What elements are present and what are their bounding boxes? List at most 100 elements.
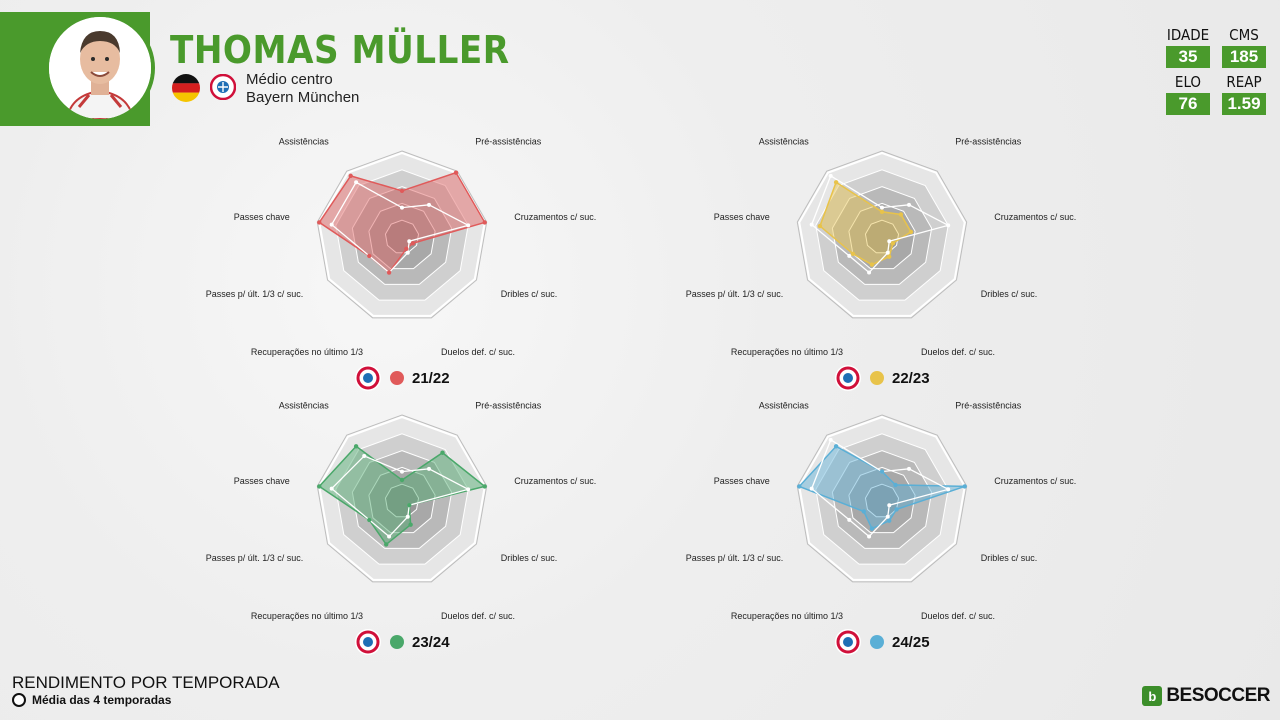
radar-axis-label: Dribles c/ suc. [501, 553, 558, 563]
average-line [810, 174, 950, 274]
stat-height-value: 185 [1222, 46, 1266, 68]
stat-age-label: IDADE [1166, 26, 1210, 44]
season-point [894, 507, 899, 512]
season-point [886, 518, 892, 523]
radar-axis-label: Passes p/ últ. 1/3 c/ suc. [686, 553, 784, 563]
season-label-22-23: 22/23 [834, 364, 930, 392]
average-point [466, 223, 471, 228]
average-point [809, 222, 814, 227]
average-ring-icon [12, 693, 26, 707]
radar-axis-label: Dribles c/ suc. [981, 289, 1038, 299]
radar-axis-label: Passes chave [234, 476, 290, 486]
season-label-23-24: 23/24 [354, 628, 450, 656]
radar-axis-label: Assistências [759, 401, 810, 411]
season-point [386, 270, 392, 275]
radar-axis-label: Duelos def. c/ suc. [441, 347, 515, 357]
average-point [329, 222, 334, 227]
average-point [887, 239, 892, 244]
radar-axis-label: Duelos def. c/ suc. [921, 611, 995, 621]
season-point [353, 444, 359, 449]
radar-axis-label: Pré-assistências [475, 137, 542, 147]
radar-axis-label: Passes chave [714, 476, 770, 486]
bayern-logo-icon [355, 365, 381, 391]
average-point [466, 487, 471, 492]
season-point [861, 509, 867, 514]
average-point [405, 250, 410, 255]
season-point [886, 254, 892, 259]
average-point [400, 205, 404, 210]
average-point [809, 486, 814, 491]
radar-axis-label: Recuperações no último 1/3 [251, 611, 363, 621]
radar-axis-label: Recuperações no último 1/3 [251, 347, 363, 357]
average-point [362, 453, 367, 458]
besoccer-logo[interactable]: b BESOCCER [1142, 685, 1270, 707]
average-legend: Média das 4 temporadas [12, 693, 171, 707]
season-point [410, 241, 416, 246]
average-point [400, 469, 404, 474]
season-point [407, 503, 412, 508]
besoccer-wordmark: BESOCCER [1166, 685, 1270, 706]
season-point [833, 444, 839, 449]
average-point [405, 514, 410, 519]
bayern-logo-icon [835, 629, 861, 655]
season-point [898, 212, 904, 217]
average-point [885, 514, 890, 519]
season-color-dot [390, 635, 404, 649]
stat-reap-value: 1.59 [1222, 93, 1266, 115]
season-text: 24/25 [892, 633, 930, 651]
season-point [399, 188, 405, 193]
average-point [885, 250, 890, 255]
player-club: Bayern München [246, 89, 360, 106]
average-point [426, 202, 431, 207]
average-point [407, 239, 412, 244]
season-label-24-25: 24/25 [834, 628, 930, 656]
stat-height: CMS 185 [1222, 26, 1266, 68]
season-point [317, 220, 322, 225]
average-line [330, 455, 470, 538]
player-photo-icon [49, 17, 151, 119]
radar-axis-label: Recuperações no último 1/3 [731, 347, 843, 357]
season-point [879, 469, 885, 474]
average-point [867, 270, 872, 275]
average-point [329, 486, 334, 491]
season-point [833, 180, 839, 185]
season-point [440, 450, 445, 455]
average-line [810, 438, 950, 538]
average-point [426, 466, 431, 471]
season-point [908, 229, 914, 235]
season-point [850, 251, 856, 256]
radar-axis-label: Recuperações no último 1/3 [731, 611, 843, 621]
season-point [890, 241, 896, 246]
radar-axis-label: Cruzamentos c/ suc. [514, 476, 596, 486]
average-point [887, 503, 892, 508]
average-point [946, 223, 951, 228]
radar-axis-label: Assistências [279, 137, 330, 147]
radar-grid-ring [864, 219, 900, 254]
season-point [408, 522, 413, 527]
average-line [330, 181, 470, 274]
radar-axis-label: Assistências [759, 137, 810, 147]
season-point [893, 482, 898, 488]
stat-height-label: CMS [1229, 26, 1259, 44]
season-point [367, 517, 372, 523]
season-text: 23/24 [412, 633, 450, 651]
footer-title: RENDIMENTO POR TEMPORADA [12, 673, 280, 692]
season-point [869, 262, 875, 267]
average-legend-label: Média das 4 temporadas [32, 693, 172, 707]
radar-axis-label: Dribles c/ suc. [501, 289, 558, 299]
season-point [817, 223, 823, 229]
stat-reap: REAP 1.59 [1222, 73, 1266, 115]
average-point [828, 437, 833, 442]
average-point [906, 466, 911, 471]
stat-age: IDADE 35 [1166, 26, 1210, 68]
radar-axis-label: Dribles c/ suc. [981, 553, 1038, 563]
radar-axis-label: Assistências [279, 401, 330, 411]
season-area [318, 171, 486, 274]
bayern-logo-icon [355, 629, 381, 655]
season-point [399, 477, 405, 483]
besoccer-mark-icon: b [1142, 686, 1163, 706]
radar-outer-border [316, 414, 488, 583]
